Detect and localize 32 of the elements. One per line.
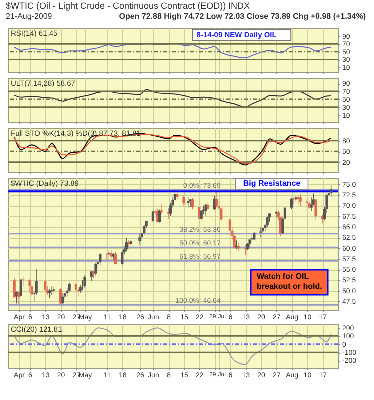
candlestick	[192, 198, 194, 210]
candlestick	[44, 279, 47, 292]
candlestick	[198, 206, 201, 220]
candlestick	[160, 204, 164, 215]
candlestick	[74, 282, 78, 294]
candlestick	[216, 190, 218, 208]
candlestick	[238, 242, 240, 252]
text: Open 72.88 High 74.72 Low 72.03 Close 73.89 Chg +0.98 (+1.34%)	[119, 12, 366, 21]
candlestick	[167, 208, 170, 220]
candlestick	[200, 210, 203, 220]
candlestick	[330, 185, 333, 198]
candlestick	[94, 262, 98, 276]
candlestick	[114, 252, 118, 265]
candlestick	[143, 224, 146, 236]
candlestick	[28, 278, 32, 294]
candlestick	[314, 198, 318, 220]
candlestick	[266, 216, 269, 228]
candlestick	[121, 250, 124, 266]
candlestick	[99, 253, 102, 266]
ref-line-label: Big Resistance	[243, 179, 302, 188]
annotation: Watch for OIL breakout or hold.	[257, 272, 322, 291]
chart-subtitle: 21-Aug-2009	[6, 12, 52, 21]
line-series	[14, 42, 332, 59]
candlestick	[152, 210, 154, 224]
candlestick	[106, 253, 108, 262]
candlestick	[290, 198, 294, 210]
candlestick	[20, 278, 22, 298]
candlestick	[84, 275, 86, 288]
candlestick	[158, 210, 162, 224]
line-series	[14, 89, 332, 108]
candlestick	[82, 280, 84, 290]
chart-title: $WTIC (Oil - Light Crude - Continuous Contract (EOD)) INDX	[6, 1, 252, 11]
